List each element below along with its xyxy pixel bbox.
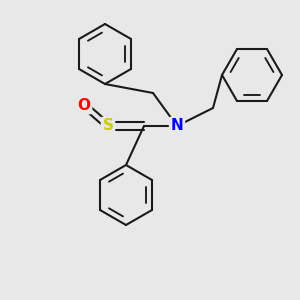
Text: S: S: [103, 118, 113, 134]
Text: O: O: [77, 98, 91, 112]
Text: N: N: [171, 118, 183, 134]
